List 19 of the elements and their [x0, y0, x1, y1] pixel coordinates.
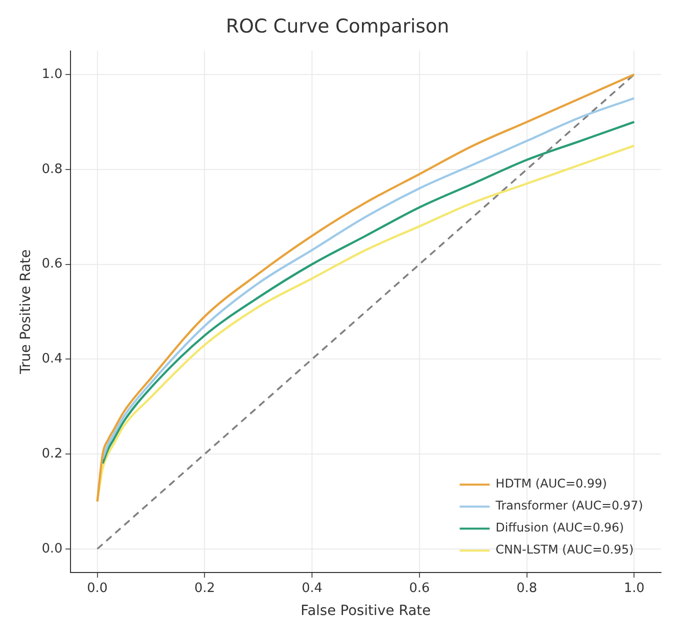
x-tick-label: 0.6: [409, 580, 430, 596]
x-tick-label: 1.0: [624, 580, 644, 596]
y-tick-label: 0.6: [42, 256, 62, 272]
x-axis-title: False Positive Rate: [300, 603, 431, 620]
chart-title: ROC Curve Comparison: [226, 15, 450, 38]
legend-label: Transformer (AUC=0.97): [494, 498, 643, 513]
y-tick-label: 0.8: [42, 162, 62, 177]
y-tick-label: 0.2: [42, 446, 62, 462]
legend-label: HDTM (AUC=0.99): [496, 476, 607, 491]
legend-label: CNN-LSTM (AUC=0.95): [496, 542, 634, 557]
x-tick-label: 0.4: [302, 580, 322, 596]
x-tick-label: 0.8: [516, 580, 538, 596]
legend-label: Diffusion (AUC=0.96): [496, 520, 624, 535]
y-tick-label: 0.0: [42, 541, 62, 556]
x-tick-label: 0.2: [194, 580, 216, 596]
y-axis-title: True Positive Rate: [18, 249, 34, 376]
y-tick-label: 1.0: [42, 66, 62, 82]
x-tick-label: 0.0: [86, 580, 108, 596]
y-tick-label: 0.4: [42, 352, 62, 367]
